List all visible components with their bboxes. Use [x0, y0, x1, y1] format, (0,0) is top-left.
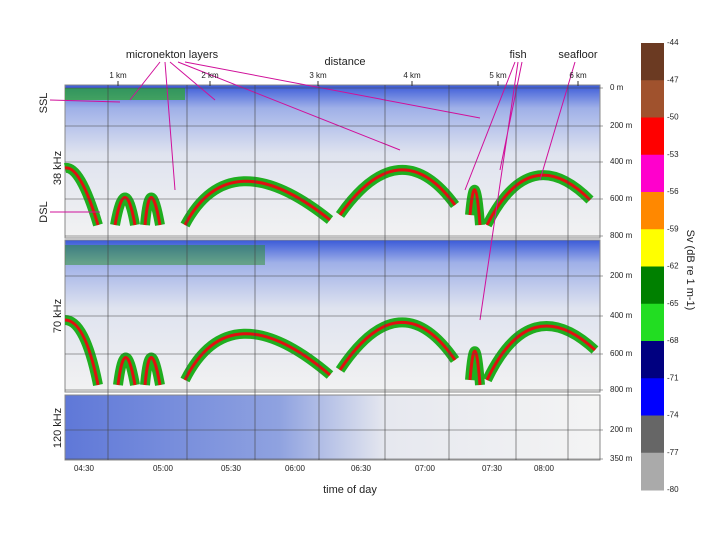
- colorbar-tick-label: -71: [667, 373, 679, 382]
- depth-tick-label: 350 m: [610, 454, 633, 463]
- colorbar-tick-label: -77: [667, 448, 679, 457]
- time-tick-label: 04:30: [74, 464, 95, 473]
- time-tick-label: 05:00: [153, 464, 174, 473]
- depth-tick-label: 800 m: [610, 231, 633, 240]
- colorbar-tick-label: -47: [667, 75, 679, 84]
- depth-tick-label: 800 m: [610, 385, 633, 394]
- depth-tick-label: 200 m: [610, 425, 633, 434]
- colorbar-swatch: [641, 192, 664, 230]
- colorbar-tick-label: -74: [667, 411, 679, 420]
- colorbar-title: Sv (dB re 1 m-1): [684, 230, 696, 311]
- colorbar-swatch: [641, 43, 664, 81]
- distance-tick-label: 1 km: [109, 71, 127, 80]
- colorbar-swatch: [641, 266, 664, 305]
- colorbar-tick-label: -50: [667, 113, 679, 122]
- colorbar-tick-label: -56: [667, 187, 679, 196]
- colorbar-tick-label: -44: [667, 38, 679, 47]
- colorbar-tick-label: -53: [667, 150, 679, 159]
- colorbar-swatch: [641, 80, 664, 118]
- colorbar-swatch: [641, 303, 664, 342]
- axis-title: distance: [325, 56, 366, 68]
- depth-tick-label: 400 m: [610, 157, 633, 166]
- distance-tick-label: 6 km: [569, 71, 587, 80]
- colorbar-tick-label: -62: [667, 262, 679, 271]
- colorbar-swatch: [641, 415, 664, 454]
- time-tick-label: 06:00: [285, 464, 306, 473]
- colorbar-tick-label: -59: [667, 224, 679, 233]
- colorbar-swatch: [641, 452, 664, 491]
- annotation: SSL: [38, 93, 50, 114]
- seafloor-38: [64, 162, 594, 228]
- colorbar-swatch: [641, 117, 664, 156]
- time-tick-label: 08:00: [534, 464, 555, 473]
- annotation: fish: [509, 49, 526, 61]
- time-tick-label: 06:30: [351, 464, 372, 473]
- depth-tick-label: 600 m: [610, 349, 633, 358]
- axis-title: time of day: [323, 484, 377, 496]
- panel-label: 38 kHz: [52, 151, 64, 185]
- distance-tick-label: 3 km: [309, 71, 327, 80]
- colorbar-swatch: [641, 341, 664, 379]
- annotation: seafloor: [558, 49, 597, 61]
- seafloor-70: [64, 315, 599, 386]
- colorbar-tick-label: -65: [667, 299, 679, 308]
- depth-tick-label: 200 m: [610, 121, 633, 130]
- colorbar-tick-label: -80: [667, 485, 679, 494]
- depth-tick-label: 400 m: [610, 311, 633, 320]
- distance-tick-label: 2 km: [201, 71, 219, 80]
- panel-label: 120 kHz: [52, 408, 64, 448]
- annotation: micronekton layers: [126, 49, 219, 61]
- colorbar-swatch: [641, 154, 664, 193]
- colorbar-swatch: [641, 378, 664, 416]
- panel-label: 70 kHz: [52, 299, 64, 333]
- depth-tick-label: 0 m: [610, 83, 624, 92]
- time-tick-label: 07:30: [482, 464, 503, 473]
- layer-band: [65, 245, 265, 265]
- colorbar-tick-label: -68: [667, 336, 679, 345]
- distance-tick-label: 4 km: [403, 71, 421, 80]
- ssl-band: [65, 88, 185, 100]
- distance-tick-label: 5 km: [489, 71, 507, 80]
- annotation: DSL: [38, 201, 50, 222]
- depth-tick-label: 200 m: [610, 271, 633, 280]
- depth-tick-label: 600 m: [610, 194, 633, 203]
- panel-120: [64, 394, 601, 461]
- colorbar-swatch: [641, 229, 664, 267]
- time-tick-label: 07:00: [415, 464, 436, 473]
- time-tick-label: 05:30: [221, 464, 242, 473]
